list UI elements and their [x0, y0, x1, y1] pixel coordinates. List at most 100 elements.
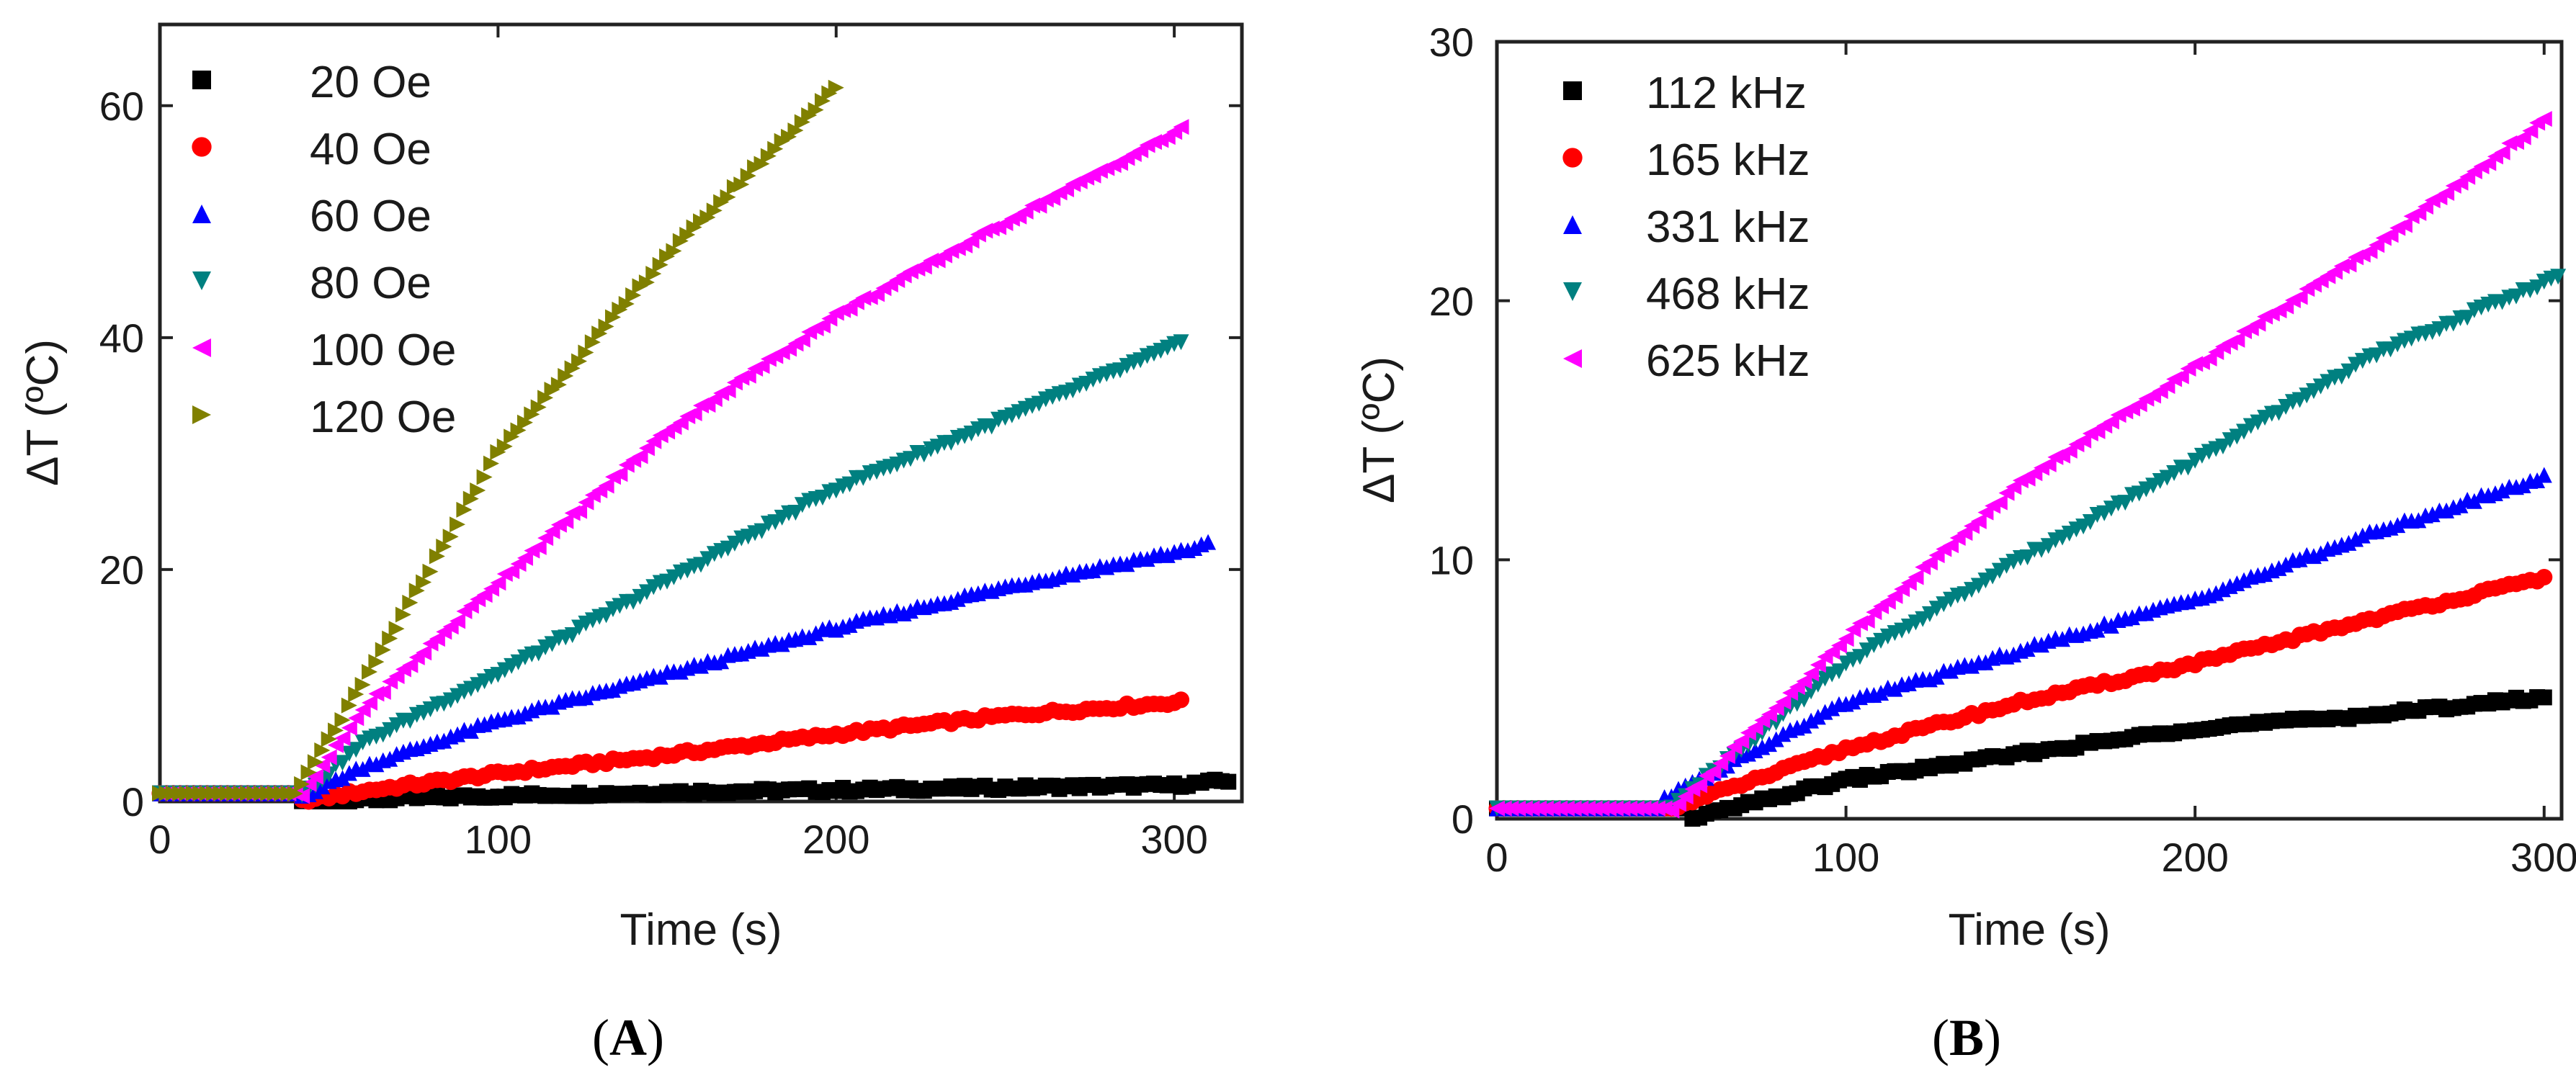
y-tick-label: 60	[99, 84, 144, 129]
data-point	[354, 701, 371, 718]
panel-b-chart: 0 100 200 300 0 10 20 30 112 kHz 165 kHz 331 kHz 4…	[1354, 19, 2576, 1066]
legend-label: 20 Oe	[310, 58, 431, 107]
data-point	[490, 575, 506, 591]
data-point	[2019, 549, 2036, 566]
panel-a-label: (A)	[592, 1009, 664, 1066]
data-point	[2082, 513, 2098, 530]
data-point	[382, 630, 398, 647]
data-point	[1719, 747, 1735, 764]
data-point	[693, 397, 709, 414]
data-point	[530, 539, 547, 555]
data-point	[686, 405, 702, 422]
data-point	[652, 668, 668, 685]
data-point	[354, 760, 371, 777]
data-point	[544, 699, 560, 715]
data-point	[2005, 479, 2022, 495]
data-point	[2536, 689, 2552, 706]
data-point	[368, 654, 385, 670]
legend-marker	[1563, 282, 1582, 301]
x-tick-label: 0	[148, 817, 171, 862]
data-point	[2382, 227, 2399, 243]
data-point	[2040, 456, 2057, 472]
data-point	[2159, 378, 2175, 395]
y-tick-label: 40	[99, 315, 144, 361]
data-point	[1824, 700, 1841, 717]
series-625-khz	[1489, 111, 2552, 819]
legend-marker	[1563, 349, 1582, 368]
data-point	[341, 697, 357, 714]
data-point	[1810, 657, 1826, 673]
data-point	[334, 730, 351, 747]
data-point	[402, 657, 419, 673]
data-point	[578, 344, 594, 361]
data-point	[537, 530, 554, 547]
data-point	[645, 266, 662, 282]
data-point	[450, 516, 466, 533]
data-point	[2459, 310, 2476, 326]
data-point	[814, 318, 831, 334]
data-point	[2494, 144, 2510, 161]
data-point	[375, 642, 391, 658]
data-point	[334, 755, 351, 771]
data-point	[638, 440, 655, 457]
data-point	[321, 749, 337, 765]
data-point	[578, 494, 594, 511]
x-tick-label: 0	[1485, 835, 1508, 880]
data-point	[537, 390, 554, 406]
data-point	[402, 594, 419, 611]
data-point	[2075, 432, 2092, 449]
data-point	[456, 501, 473, 518]
data-point	[604, 309, 621, 325]
data-point	[1803, 683, 1820, 700]
data-point	[294, 776, 310, 792]
legend-label: 100 Oe	[310, 325, 456, 375]
data-point	[903, 603, 919, 619]
data-point	[436, 732, 452, 749]
data-point	[544, 523, 560, 539]
data-point	[584, 334, 601, 351]
data-point	[720, 189, 736, 205]
data-point	[395, 606, 411, 623]
data-point	[787, 122, 804, 139]
data-point	[1873, 684, 1889, 701]
data-point	[1670, 796, 1686, 812]
panel-a-series	[151, 79, 1237, 810]
data-point	[334, 711, 351, 728]
data-point	[416, 644, 432, 661]
data-point	[1796, 691, 1812, 708]
data-point	[753, 156, 770, 172]
data-point	[2291, 289, 2308, 305]
data-point	[1845, 693, 1861, 710]
data-point	[625, 287, 642, 304]
data-point	[2515, 129, 2531, 145]
panel-b-x-axis-label: Time (s)	[1949, 905, 2111, 955]
data-point	[516, 549, 533, 566]
data-point	[362, 694, 378, 711]
data-point	[2019, 641, 2036, 657]
data-point	[2501, 135, 2518, 151]
series-120-oe	[152, 79, 844, 802]
data-point	[808, 625, 824, 642]
data-point	[2515, 477, 2531, 493]
legend-marker	[1563, 215, 1582, 234]
data-point	[2117, 495, 2134, 511]
data-point	[2340, 256, 2357, 273]
data-point	[314, 757, 331, 773]
series-331-khz	[1489, 467, 2552, 817]
data-point	[733, 176, 750, 193]
data-point	[618, 295, 635, 312]
data-point	[422, 563, 439, 580]
data-point	[1200, 534, 1217, 550]
data-point	[1810, 676, 1826, 693]
data-point	[571, 503, 588, 519]
data-point	[983, 418, 1000, 435]
data-point	[314, 742, 331, 758]
data-point	[1908, 569, 1924, 585]
data-point	[666, 243, 682, 259]
legend-label: 80 Oe	[310, 259, 431, 308]
panel-a-x-axis-label: Time (s)	[620, 905, 782, 955]
data-point	[2522, 122, 2539, 139]
legend-label: 165 kHz	[1646, 135, 1810, 185]
data-point	[1712, 755, 1729, 772]
